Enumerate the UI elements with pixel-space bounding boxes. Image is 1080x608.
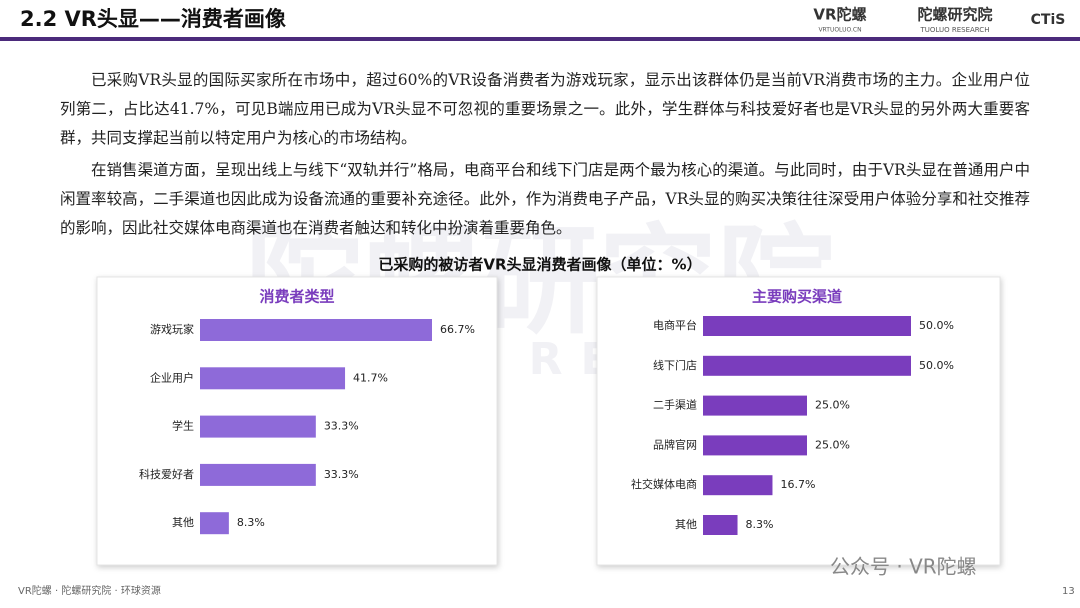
category-label: 学生 (172, 419, 194, 433)
value-label: 66.7% (440, 323, 475, 336)
category-label: 社交媒体电商 (631, 477, 697, 491)
category-label: 品牌官网 (653, 437, 697, 451)
category-label: 线下门店 (653, 358, 697, 372)
bar (703, 395, 807, 416)
wechat-watermark: 公众号 · VR陀螺 (830, 555, 977, 579)
bar (200, 512, 229, 535)
bar (200, 367, 346, 390)
value-label: 50.0% (919, 359, 954, 372)
bar (703, 316, 911, 336)
bar (200, 415, 316, 438)
bar (703, 355, 911, 376)
category-label: 其他 (675, 518, 697, 531)
bar (200, 463, 316, 486)
chart-title: 消费者类型 (259, 288, 334, 306)
category-label: 科技爱好者 (139, 467, 194, 481)
figure-title: 已采购的被访者VR头显消费者画像（单位：%） (378, 256, 701, 274)
bar (703, 515, 738, 535)
brand: VRTUOLUO.CN (818, 27, 861, 34)
header-rule (0, 37, 1080, 41)
category-label: 二手渠道 (653, 398, 697, 412)
category-label: 游戏玩家 (150, 322, 194, 336)
value-label: 50.0% (919, 319, 954, 332)
slide-title: 2.2 VR头显——消费者画像 (20, 7, 287, 31)
value-label: 41.7% (353, 371, 388, 384)
bar (703, 435, 807, 456)
paragraph: 在销售渠道方面，呈现出线上与线下“双轨并行”格局，电商平台和线下门店是两个最为核… (60, 161, 1030, 237)
category-label: 其他 (172, 516, 194, 529)
chart-title: 主要购买渠道 (752, 288, 842, 306)
value-label: 8.3% (746, 518, 774, 531)
value-label: 25.0% (815, 399, 850, 412)
value-label: 8.3% (237, 516, 265, 529)
value-label: 16.7% (780, 478, 815, 491)
value-label: 33.3% (324, 420, 359, 433)
footer-source: VR陀螺 · 陀螺研究院 · 环球资源 (18, 584, 161, 597)
brand: CTiS (1031, 12, 1066, 28)
page-number: 13 (1062, 586, 1075, 597)
bar (200, 319, 432, 341)
brand: TUOLUO RESEARCH (920, 26, 990, 34)
chart-panel (596, 276, 1001, 566)
value-label: 33.3% (324, 468, 359, 481)
brand: 陀螺研究院 (917, 6, 992, 24)
bar (703, 475, 773, 496)
brand: VR陀螺 (813, 6, 866, 24)
category-label: 企业用户 (150, 370, 194, 384)
category-label: 电商平台 (653, 318, 697, 332)
value-label: 25.0% (815, 438, 850, 451)
paragraph: 已采购VR头显的国际买家所在市场中，超过60%的VR设备消费者为游戏玩家，显示出… (60, 71, 1030, 147)
